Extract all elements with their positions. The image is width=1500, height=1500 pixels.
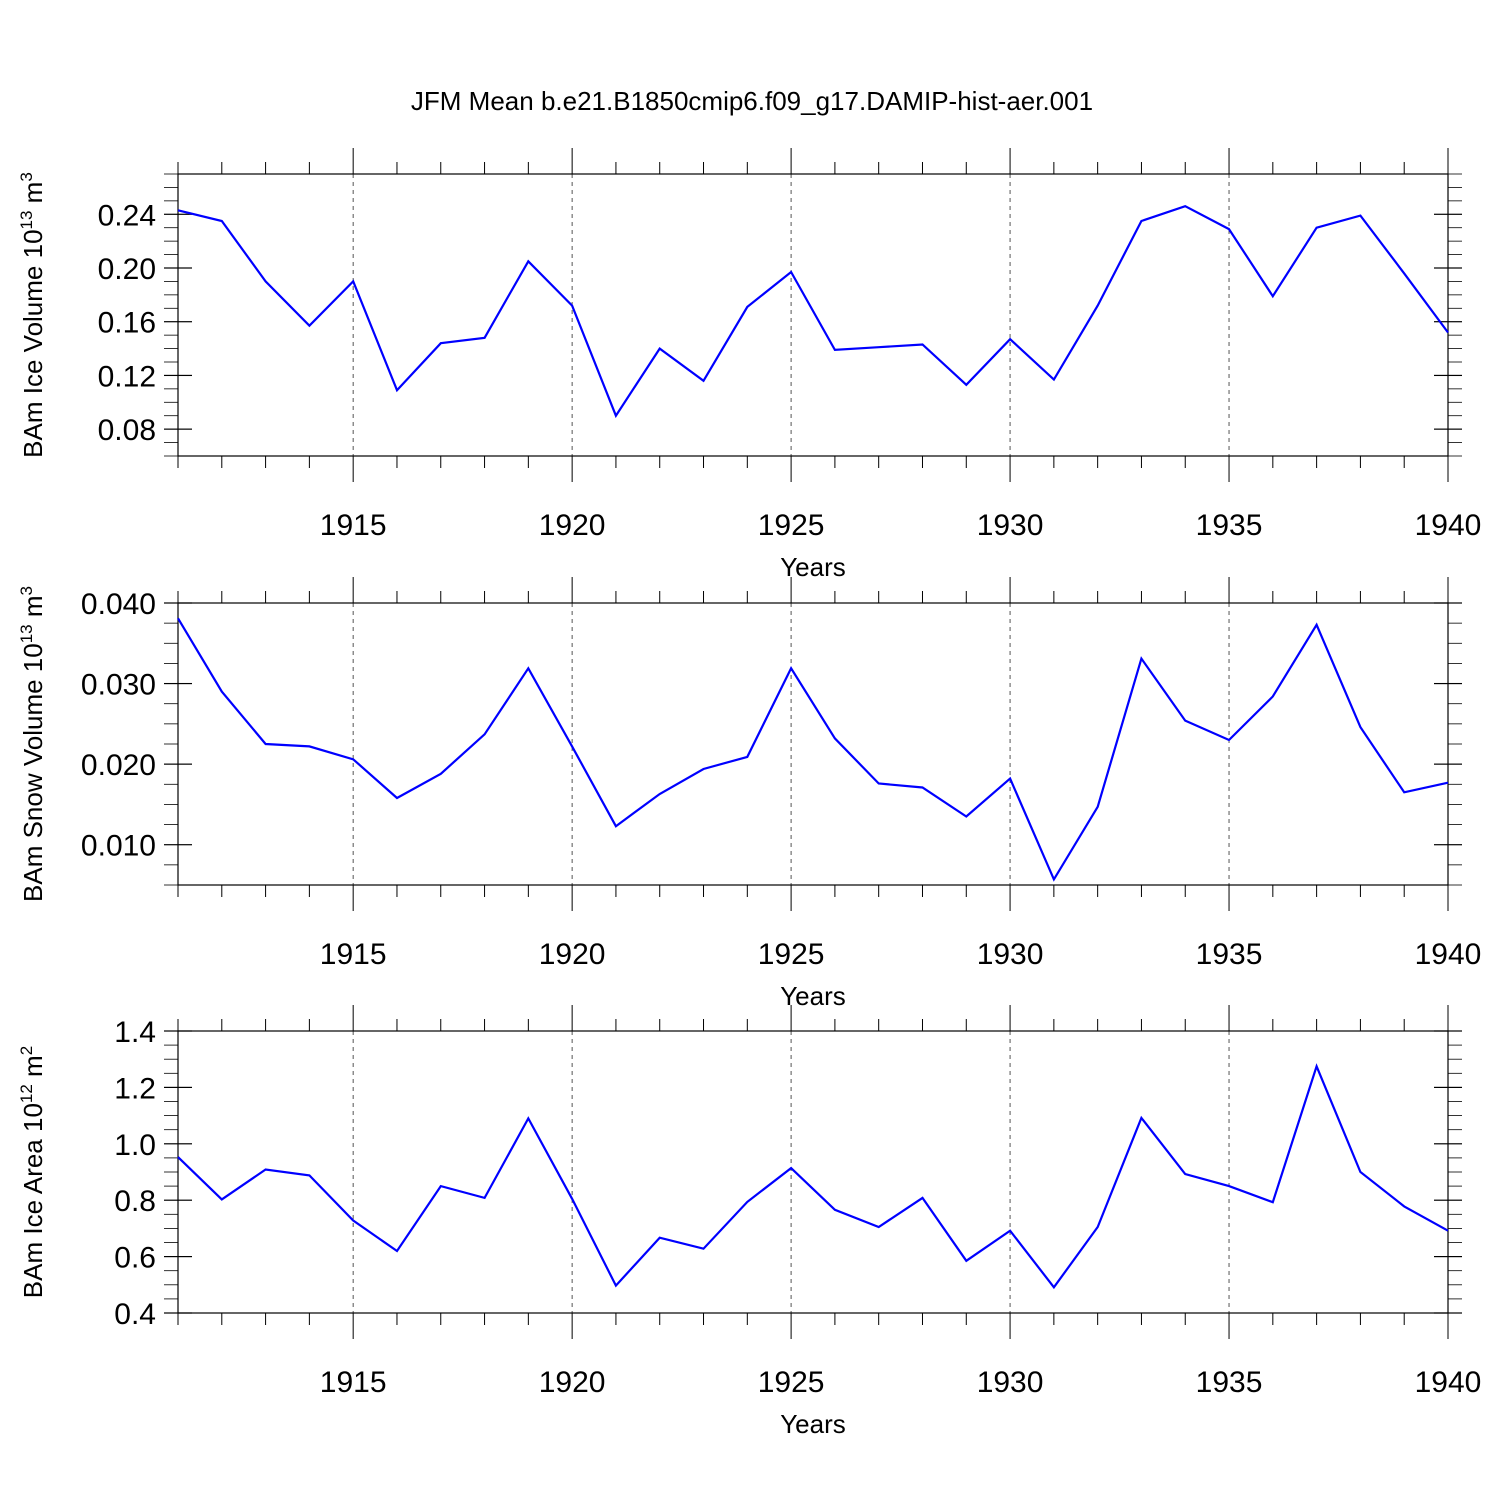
y-axis-label-part: BAm Snow Volume 10 [18, 643, 48, 902]
panel-2: 0.010 0.020 0.030 0.040 1915 1920 1925 1930 1935… [17, 577, 1481, 1011]
x-tick-label: 1915 [320, 938, 387, 971]
x-tick-label: 1920 [539, 938, 606, 971]
y-axis-label-part: m [18, 1055, 48, 1084]
y-axis-label-exponent: 13 [17, 211, 36, 230]
y-tick-label: 1.4 [114, 1016, 156, 1049]
y-tick-label: 0.16 [98, 307, 156, 340]
x-tick-label: 1925 [758, 1366, 825, 1399]
y-axis-label-part: BAm Ice Area 10 [18, 1103, 48, 1298]
y-tick-label: 0.08 [98, 414, 156, 447]
x-tick-label: 1935 [1196, 509, 1263, 542]
y-tick-label: 0.010 [81, 830, 156, 863]
y-axis-label: BAm Ice Volume 1013 m3 [17, 172, 48, 458]
y-tick-label: 0.030 [81, 669, 156, 702]
y-tick-label: 0.24 [98, 199, 156, 232]
y-tick-label: 1.0 [114, 1129, 156, 1162]
y-tick-label: 0.6 [114, 1242, 156, 1275]
plot-frame [177, 173, 1449, 457]
x-tick-label: 1925 [758, 938, 825, 971]
y-axis-label-exponent: 2 [17, 1046, 36, 1055]
x-tick-label: 1940 [1415, 1366, 1482, 1399]
panel-1: 0.08 0.12 0.16 0.20 0.24 1915 1920 1925 1930 1935… [17, 148, 1481, 582]
y-tick-label: 0.020 [81, 749, 156, 782]
x-tick-label: 1915 [320, 509, 387, 542]
x-tick-label: 1930 [977, 1366, 1044, 1399]
x-tick-label: 1935 [1196, 938, 1263, 971]
figure-title: JFM Mean b.e21.B1850cmip6.f09_g17.DAMIP-… [411, 86, 1093, 116]
x-tick-label: 1940 [1415, 938, 1482, 971]
series-line [177, 617, 1449, 882]
plot-frame [177, 602, 1449, 886]
y-axis-label-part: m [18, 595, 48, 624]
y-tick-label: 0.4 [114, 1298, 156, 1331]
y-tick-label: 0.12 [98, 360, 156, 393]
x-axis-label: Years [780, 552, 846, 582]
x-tick-label: 1925 [758, 509, 825, 542]
x-axis-label: Years [780, 981, 846, 1011]
y-axis-label: BAm Ice Area 1012 m2 [17, 1046, 48, 1298]
y-axis-label-exponent: 3 [17, 172, 36, 181]
x-tick-label: 1930 [977, 938, 1044, 971]
x-tick-label: 1920 [539, 1366, 606, 1399]
y-axis-label: BAm Snow Volume 1013 m3 [17, 586, 48, 902]
plot-frame [177, 1030, 1449, 1314]
x-axis-label: Years [780, 1409, 846, 1439]
y-tick-label: 0.8 [114, 1185, 156, 1218]
panel-3: 0.4 0.6 0.8 1.0 1.2 1.4 1915 1920 1925 1930 1935 19… [17, 1005, 1481, 1439]
y-axis-label-exponent: 12 [17, 1084, 36, 1103]
y-axis-label-part: m [18, 182, 48, 211]
panels: 0.08 0.12 0.16 0.20 0.24 1915 1920 1925 1930 1935… [17, 148, 1481, 1439]
series-line [177, 205, 1449, 419]
y-tick-label: 0.040 [81, 588, 156, 621]
x-tick-label: 1920 [539, 509, 606, 542]
y-tick-label: 0.20 [98, 253, 156, 286]
y-axis-label-part: BAm Ice Volume 10 [18, 229, 48, 457]
x-tick-label: 1930 [977, 509, 1044, 542]
series-line [177, 1063, 1449, 1290]
x-tick-label: 1935 [1196, 1366, 1263, 1399]
x-tick-label: 1915 [320, 1366, 387, 1399]
y-axis-label-exponent: 13 [17, 624, 36, 643]
y-axis-label-exponent: 3 [17, 586, 36, 595]
y-tick-label: 1.2 [114, 1072, 156, 1105]
x-tick-label: 1940 [1415, 509, 1482, 542]
